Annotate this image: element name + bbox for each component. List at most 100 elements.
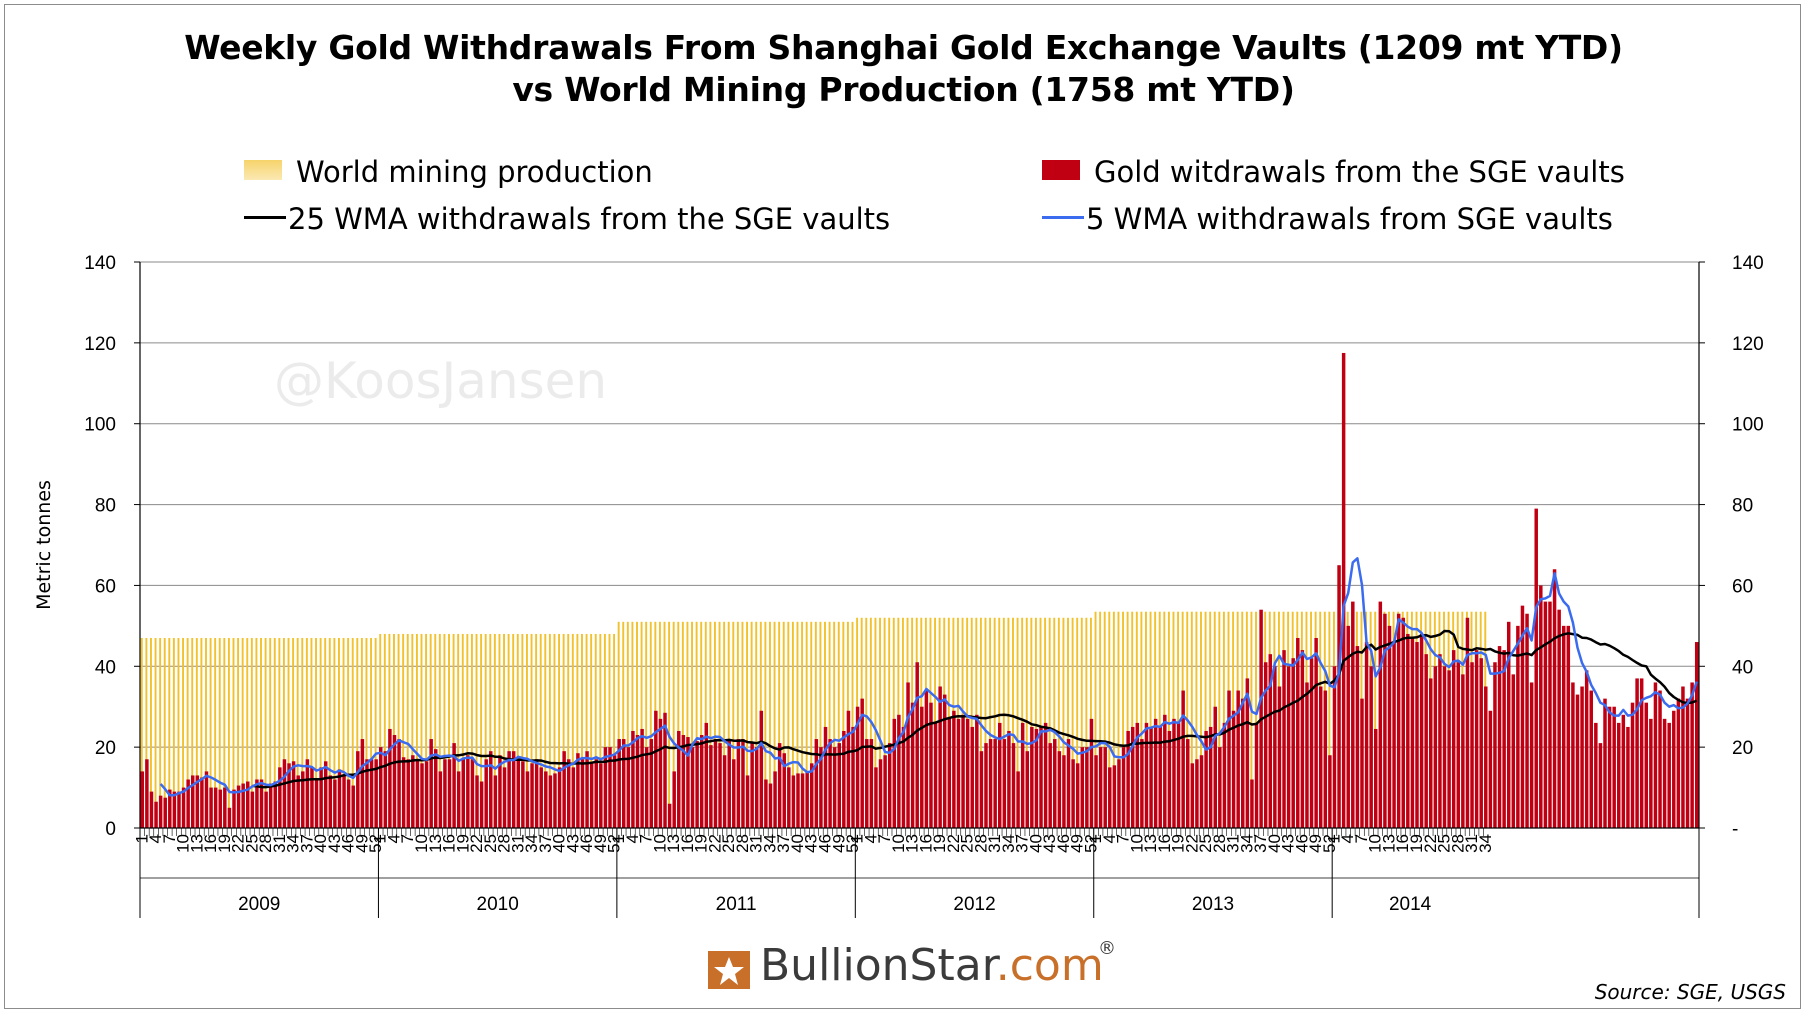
withdrawal-bar bbox=[539, 767, 543, 828]
legend-label-wma25: 25 WMA withdrawals from the SGE vaults bbox=[288, 202, 891, 236]
mining-bar bbox=[805, 621, 808, 828]
withdrawal-bar bbox=[1071, 759, 1075, 828]
withdrawal-bar bbox=[1369, 666, 1373, 828]
week-label: 22 bbox=[229, 834, 248, 853]
week-label: 37 bbox=[297, 834, 316, 853]
y-tick-label-right: 80 bbox=[1732, 496, 1753, 517]
mining-bar bbox=[1122, 611, 1125, 828]
mining-bar bbox=[562, 633, 565, 828]
withdrawal-bar bbox=[787, 767, 791, 828]
week-label: 19 bbox=[1169, 834, 1188, 853]
withdrawal-bar bbox=[1025, 751, 1029, 828]
withdrawal-bar bbox=[1690, 682, 1694, 828]
withdrawal-bar bbox=[1681, 686, 1685, 828]
withdrawal-bar bbox=[952, 710, 956, 828]
mining-bar bbox=[645, 621, 648, 828]
week-label: 7 bbox=[1114, 834, 1133, 843]
withdrawal-bar bbox=[1383, 613, 1387, 828]
withdrawal-bar bbox=[1548, 601, 1552, 828]
withdrawal-bar bbox=[938, 686, 942, 828]
mining-bar bbox=[782, 621, 785, 828]
mining-bar bbox=[984, 617, 987, 828]
week-label: 28 bbox=[971, 834, 990, 853]
withdrawal-bar bbox=[1488, 710, 1493, 828]
withdrawal-bar bbox=[1130, 726, 1135, 828]
withdrawal-bar bbox=[1456, 662, 1461, 828]
week-label: 40 bbox=[1265, 834, 1284, 853]
mining-bar bbox=[622, 621, 625, 828]
withdrawal-bar bbox=[1672, 710, 1676, 828]
withdrawal-bar bbox=[777, 743, 782, 828]
mining-bar bbox=[993, 617, 996, 828]
mining-bar bbox=[1250, 611, 1253, 828]
mining-bar bbox=[260, 637, 262, 828]
withdrawal-bar bbox=[1598, 743, 1603, 828]
withdrawal-bar bbox=[1103, 747, 1107, 828]
mining-bar bbox=[1149, 611, 1152, 828]
mining-bar bbox=[842, 621, 845, 828]
mining-bar bbox=[1255, 611, 1257, 828]
mining-bar bbox=[498, 633, 501, 828]
withdrawal-bar bbox=[1639, 678, 1644, 828]
withdrawal-bar bbox=[663, 712, 667, 828]
mining-bar bbox=[397, 633, 400, 828]
withdrawal-bar bbox=[589, 763, 594, 828]
week-label: 16 bbox=[440, 834, 459, 853]
week-label: 43 bbox=[1040, 834, 1059, 853]
withdrawal-bar bbox=[828, 739, 832, 828]
withdrawal-bar bbox=[1062, 755, 1066, 828]
mining-bar bbox=[393, 633, 395, 828]
mining-bar bbox=[727, 621, 730, 828]
withdrawal-bar bbox=[1245, 678, 1250, 828]
withdrawal-bar bbox=[732, 759, 736, 828]
week-label: 31 bbox=[1224, 834, 1243, 853]
withdrawal-bar bbox=[1351, 601, 1355, 828]
withdrawal-bar bbox=[929, 702, 933, 828]
withdrawal-bar bbox=[1685, 698, 1690, 828]
withdrawal-bar bbox=[479, 781, 484, 828]
withdrawal-bar bbox=[722, 755, 727, 828]
withdrawal-bar bbox=[319, 767, 323, 828]
mining-bar bbox=[195, 637, 198, 828]
mining-bar bbox=[709, 621, 712, 828]
withdrawal-bar bbox=[1447, 670, 1451, 828]
withdrawal-bar bbox=[1658, 690, 1662, 828]
week-label: 43 bbox=[325, 834, 344, 853]
withdrawal-bar bbox=[1273, 666, 1277, 828]
week-label: 37 bbox=[536, 834, 555, 853]
withdrawal-bar bbox=[342, 775, 346, 828]
mining-bar bbox=[1108, 611, 1111, 828]
mining-bar bbox=[544, 633, 547, 828]
y-tick-label-right: - bbox=[1732, 819, 1738, 840]
y-tick-label-left: 120 bbox=[84, 334, 116, 355]
mining-bar bbox=[1016, 617, 1019, 828]
week-label: 43 bbox=[563, 834, 582, 853]
mining-bar bbox=[292, 637, 295, 828]
mining-bar bbox=[287, 637, 290, 828]
mining-bar bbox=[379, 633, 382, 828]
week-label: 19 bbox=[930, 834, 949, 853]
mining-bar bbox=[452, 633, 455, 828]
mining-bar bbox=[1062, 617, 1065, 828]
withdrawal-bar bbox=[1438, 654, 1442, 828]
mining-bar bbox=[810, 621, 813, 828]
mining-bar bbox=[879, 617, 881, 828]
withdrawal-bar bbox=[869, 739, 874, 828]
withdrawal-bar bbox=[1057, 751, 1062, 828]
year-label: 2014 bbox=[1389, 894, 1432, 915]
chart-subtitle: vs World Mining Production (1758 mt YTD) bbox=[512, 70, 1295, 109]
withdrawal-bar bbox=[1580, 686, 1584, 828]
withdrawal-bar bbox=[1401, 617, 1405, 828]
week-label: 7 bbox=[875, 834, 894, 843]
withdrawal-bar bbox=[181, 787, 186, 828]
week-label: 7 bbox=[637, 834, 656, 843]
week-label: 1 bbox=[132, 834, 151, 843]
withdrawal-bar bbox=[438, 771, 443, 828]
chart-frame bbox=[4, 4, 1801, 1009]
week-labels: 1471013161922252831343740434649521471013… bbox=[132, 828, 1495, 853]
mining-bar bbox=[1007, 617, 1010, 828]
withdrawal-bar bbox=[1465, 617, 1470, 828]
withdrawal-bar bbox=[901, 726, 906, 828]
mining-bar bbox=[1048, 617, 1051, 828]
mining-bar bbox=[296, 637, 299, 828]
